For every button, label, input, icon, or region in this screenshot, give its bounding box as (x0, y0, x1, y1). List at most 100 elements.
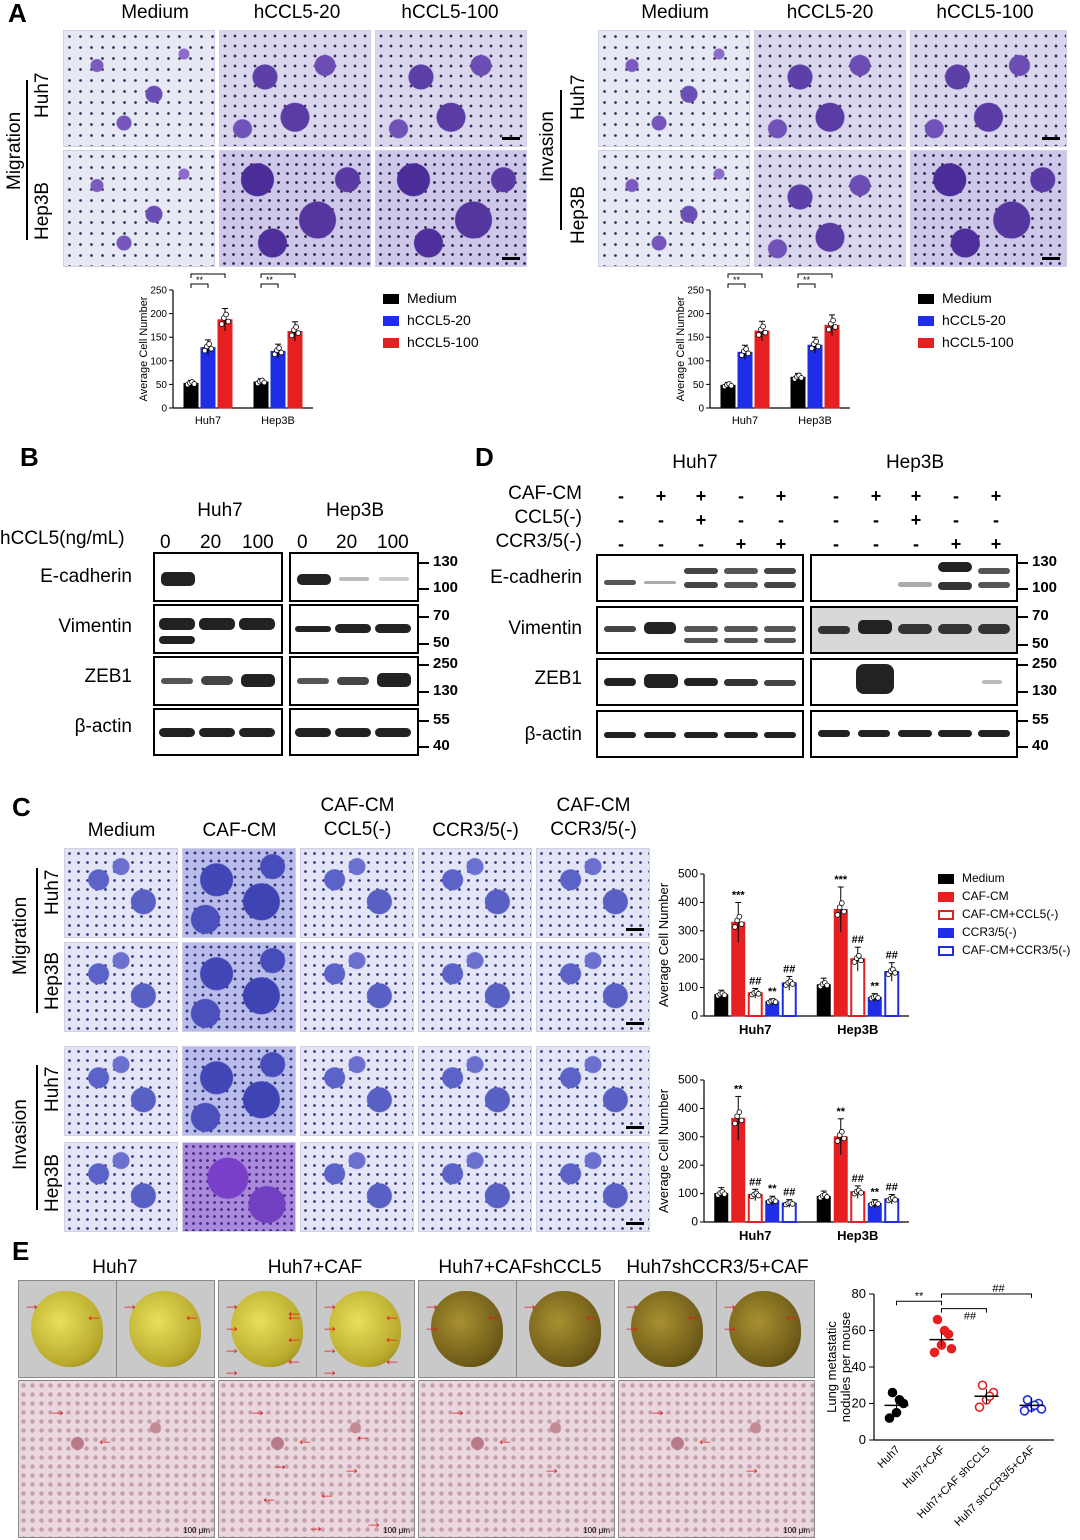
sig-bracket (797, 283, 816, 288)
data-point (887, 1387, 898, 1398)
arrow-icon: ← (96, 1429, 114, 1449)
data-point (755, 332, 762, 338)
sig-bracket (190, 283, 209, 288)
data-point (295, 330, 302, 336)
y-axis-label: Lung metastatic (824, 1321, 839, 1413)
micrograph (598, 150, 750, 267)
treatment-sign: + (775, 486, 787, 506)
blot-zeb1-huh7 (153, 656, 283, 706)
blot-actin-hep3b (289, 708, 419, 756)
treatment-sign: + (870, 486, 882, 506)
col-header: CCL5(-) (323, 819, 392, 840)
blot-vim-hep3b (289, 604, 419, 654)
chart-c-migration: 0 100 200 300 400 500 Average Cell Number *** ##… (656, 867, 909, 1037)
y-tick-label: 150 (150, 333, 167, 344)
col-header: CAF-CM (556, 795, 631, 816)
significance-label: ## (749, 975, 761, 987)
panel-d-letter: D (475, 442, 494, 472)
bar (287, 331, 303, 409)
data-point (276, 345, 282, 351)
data-point (732, 1120, 738, 1127)
micrograph (418, 942, 532, 1032)
bar (807, 344, 823, 409)
arrow-icon: → (321, 1294, 339, 1314)
y-axis-label: Average Cell Number (656, 882, 671, 1007)
treatment-label: hCCL5(ng/mL) (0, 528, 125, 549)
y-tick-label: 0 (691, 1009, 698, 1023)
significance-label: ## (783, 1187, 795, 1199)
arrow-icon: ← (696, 1429, 714, 1449)
y-tick-label: 150 (687, 333, 704, 344)
lung-photo: → ← → (418, 1280, 517, 1378)
data-point (206, 341, 212, 347)
micrograph (536, 942, 650, 1032)
data-point (824, 1194, 830, 1200)
treatment-sign: - (833, 510, 839, 530)
blot-actin-hep3b-d (810, 710, 1018, 758)
micrograph (418, 1046, 532, 1136)
sig-bracket (941, 1308, 987, 1313)
arrow-icon: ← (296, 1429, 314, 1449)
micrograph (418, 848, 532, 938)
data-point (824, 982, 830, 989)
arrow-icon: → (49, 1400, 67, 1420)
data-point (798, 375, 805, 381)
arrow-icon: → (721, 1294, 739, 1314)
micrograph (910, 150, 1067, 267)
blot-ecad-huh7 (153, 552, 283, 602)
bar (253, 381, 269, 409)
mw-marker: 130 (1032, 682, 1058, 699)
arrow-icon: ← (285, 1327, 303, 1347)
legend-item: hCCL5-100 (383, 334, 479, 350)
data-point (760, 323, 766, 330)
sig-bracket (260, 273, 296, 278)
micrograph (300, 848, 414, 938)
treatment-sign: - (953, 486, 959, 506)
legend-item: CAF-CM+CCL5(-) (938, 907, 1058, 921)
significance-label: ** (870, 981, 879, 993)
scale-text: 100 μm (383, 1526, 410, 1535)
data-point (736, 913, 743, 920)
micrograph (182, 848, 296, 938)
arrow-icon: → (543, 1458, 561, 1478)
dose: 20 (336, 532, 358, 553)
blot-ecad-hep3b-d (810, 554, 1018, 602)
data-point (201, 347, 208, 354)
data-point (858, 957, 864, 964)
y-axis-label: nodules per mouse (838, 1312, 853, 1423)
arrow-icon: → (343, 1458, 361, 1478)
col-header-hccl5-20-inv: hCCL5-20 (786, 2, 874, 23)
arrow-icon: ← (285, 1301, 303, 1321)
cell-line-huh7: Huh7 (197, 500, 243, 521)
col-header: CCR3/5(-) (432, 820, 519, 841)
treatment-sign: - (913, 534, 919, 554)
data-point (732, 924, 738, 930)
chart-c-invasion: 0 100 200 300 400 500 Average Cell Number ** ## *… (656, 1073, 909, 1243)
arrow-icon: ← (285, 1349, 303, 1369)
data-point (974, 1402, 985, 1412)
micrograph (300, 1142, 414, 1232)
y-tick-label: 50 (693, 380, 705, 391)
data-point (858, 1189, 864, 1196)
y-tick-label: 40 (852, 1359, 866, 1374)
data-point (839, 1128, 845, 1135)
group-header: Huh7+CAF (267, 1257, 363, 1278)
micrograph (182, 1046, 296, 1136)
micrograph (375, 150, 527, 267)
arrow-icon: → (423, 1294, 441, 1314)
bar (824, 324, 840, 409)
y-tick-label: 400 (678, 895, 698, 909)
blot-actin-huh7-d (596, 710, 804, 758)
data-point (875, 995, 881, 1001)
row-label-huh7: Huh7 (42, 1066, 63, 1112)
group-label-migration: Migration (10, 896, 31, 975)
data-point (288, 332, 295, 339)
row-label-hep3b: Hep3B (568, 185, 589, 244)
treatment-sign: - (873, 534, 879, 554)
y-axis-label: Average Cell Number (138, 296, 150, 401)
treatment-sign: - (833, 534, 839, 554)
mw-marker: 40 (433, 737, 450, 754)
treatment-sign: + (775, 534, 787, 554)
significance-label: ## (992, 1283, 1005, 1295)
